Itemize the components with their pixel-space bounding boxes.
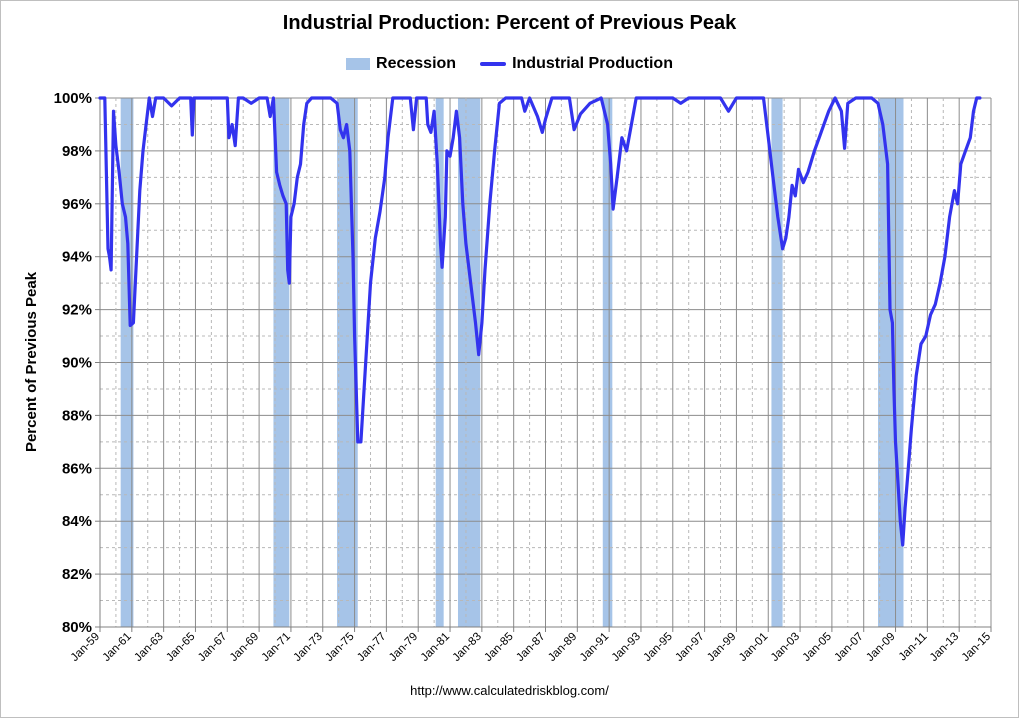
x-tick-label: Jan-87 (514, 631, 547, 664)
x-tick-label: Jan-79 (387, 631, 420, 664)
series-lines (98, 96, 982, 547)
y-tick-label: 86% (62, 460, 92, 477)
x-tick-label: Jan-81 (419, 631, 452, 664)
y-tick-label: 94% (62, 249, 92, 266)
x-tick-label: Jan-67 (196, 631, 229, 664)
x-tick-label: Jan-09 (864, 631, 897, 664)
legend-label-industrial-production: Industrial Production (512, 55, 673, 72)
series-line-industrial-production (98, 96, 982, 547)
y-tick-label: 92% (62, 302, 92, 319)
x-tick-label: Jan-61 (101, 631, 134, 664)
x-tick-label: Jan-83 (451, 631, 484, 664)
y-tick-label: 100% (54, 90, 92, 107)
y-tick-label: 90% (62, 355, 92, 372)
x-tick-label: Jan-05 (801, 631, 834, 664)
y-tick-label: 98% (62, 143, 92, 160)
x-tick-label: Jan-63 (132, 631, 165, 664)
source-note: http://www.calculatedriskblog.com/ (410, 683, 609, 698)
x-tick-label: Jan-69 (228, 631, 261, 664)
y-tick-label: 80% (62, 619, 92, 636)
x-tick-label: Jan-95 (642, 631, 675, 664)
x-tick-label: Jan-93 (610, 631, 643, 664)
axes (95, 97, 992, 632)
x-tick-label: Jan-15 (960, 631, 993, 664)
legend-item-recession: Recession (346, 55, 456, 73)
x-tick-label: Jan-03 (769, 631, 802, 664)
y-axis-label: Percent of Previous Peak (23, 271, 40, 452)
x-tick-label: Jan-01 (737, 631, 770, 664)
legend: Recession Industrial Production (0, 54, 1019, 74)
x-tick-label: Jan-71 (260, 631, 293, 664)
y-tick-label: 96% (62, 196, 92, 213)
legend-label-recession: Recession (376, 55, 457, 72)
x-tick-label: Jan-99 (705, 631, 738, 664)
x-tick-label: Jan-65 (164, 631, 197, 664)
x-tick-label: Jan-73 (292, 631, 325, 664)
grid-lines (99, 97, 992, 628)
legend-swatch-industrial-production (480, 62, 507, 66)
y-tick-labels: 80% 82% 84% 86% 88% 90% 92% 94% 96% 98% 100% (54, 90, 92, 636)
x-tick-label: Jan-91 (578, 631, 611, 664)
x-tick-label: Jan-75 (323, 631, 356, 664)
legend-swatch-recession (346, 58, 371, 70)
chart-title: Industrial Production: Percent of Previo… (282, 12, 737, 34)
x-tick-label: Jan-77 (355, 631, 388, 664)
x-tick-label: Jan-13 (928, 631, 961, 664)
y-tick-label: 88% (62, 407, 92, 424)
x-tick-label: Jan-89 (546, 631, 579, 664)
x-tick-label: Jan-85 (482, 631, 515, 664)
x-tick-label: Jan-07 (832, 631, 865, 664)
y-tick-label: 84% (62, 513, 92, 530)
legend-item-industrial-production: Industrial Production (480, 55, 673, 73)
x-tick-label: Jan-97 (673, 631, 706, 664)
x-tick-labels: Jan-59Jan-61Jan-63Jan-65Jan-67Jan-69Jan-… (69, 631, 993, 664)
x-tick-label: Jan-11 (897, 631, 930, 664)
y-tick-label: 82% (62, 566, 92, 583)
